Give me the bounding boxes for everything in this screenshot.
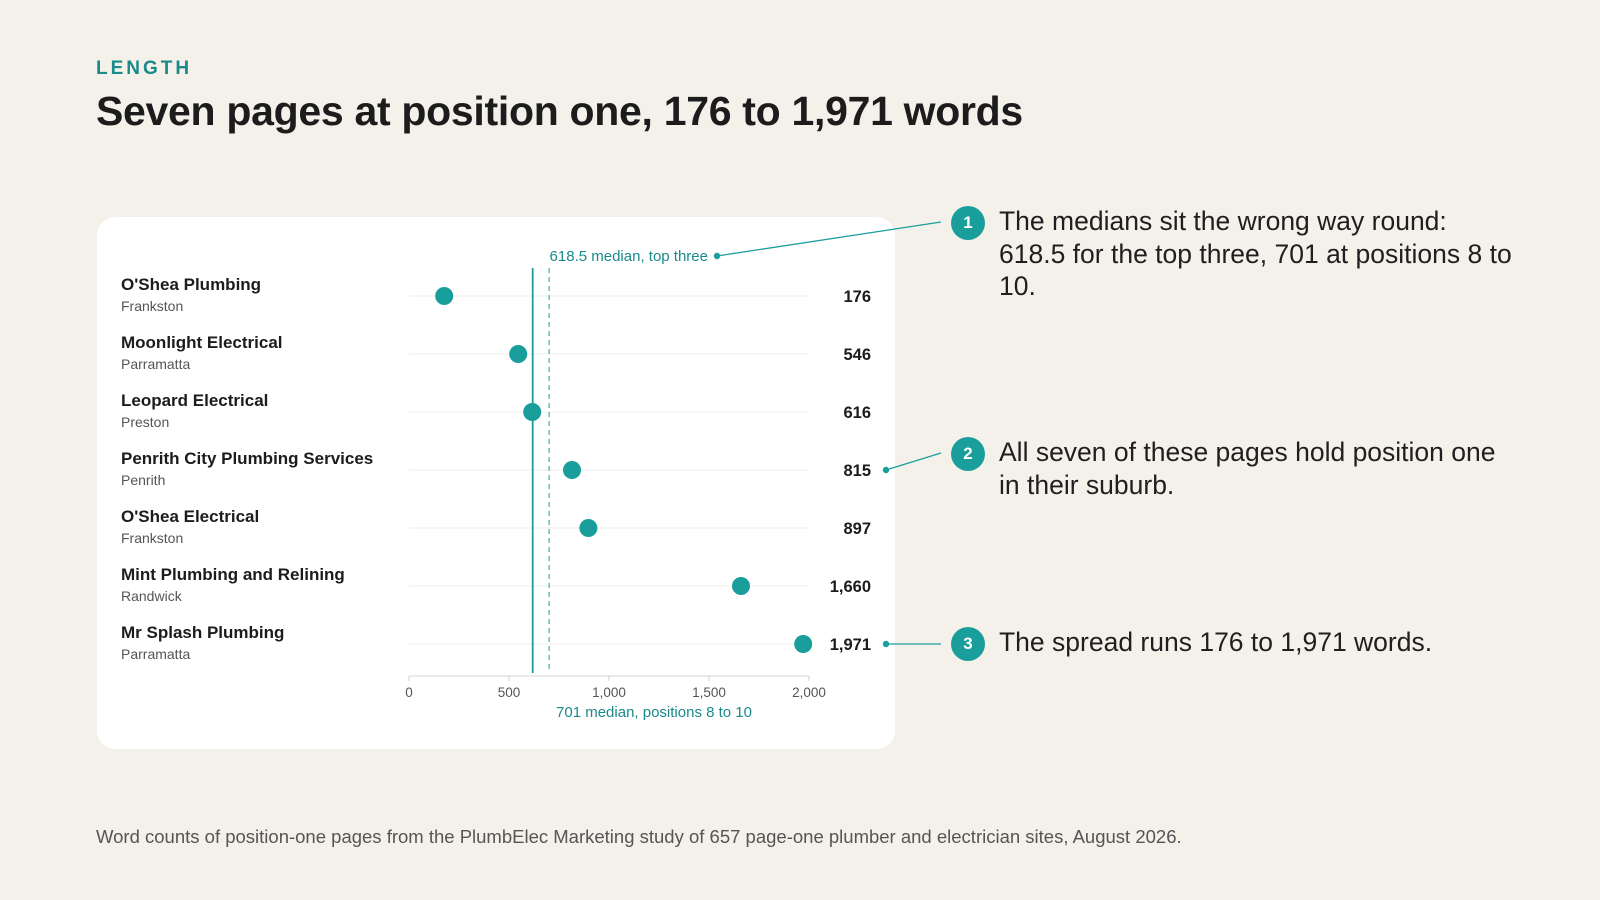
row-value-label: 176 — [843, 288, 871, 306]
callout-2: 2 All seven of these pages hold position… — [951, 437, 1519, 501]
row-value-label: 616 — [843, 404, 871, 422]
data-point — [794, 635, 813, 653]
callout-text-2: All seven of these pages hold position o… — [999, 437, 1496, 500]
row-name: Penrith City Plumbing Services — [121, 449, 373, 468]
x-axis-tick-label: 1,500 — [692, 685, 726, 700]
callout-text-1: The medians sit the wrong way round: 618… — [999, 206, 1512, 301]
data-point — [435, 287, 454, 305]
row-value-label: 815 — [843, 462, 871, 480]
data-point — [732, 577, 750, 595]
row-value-label: 1,971 — [830, 636, 871, 654]
data-point — [509, 345, 528, 363]
row-suburb: Penrith — [121, 472, 165, 488]
callout-number-3: 3 — [951, 627, 985, 661]
row-name: Mint Plumbing and Relining — [121, 565, 345, 584]
callout-1-connector — [716, 221, 942, 257]
median-positions-8-10-label: 701 median, positions 8 to 10 — [556, 704, 752, 721]
callout-number-1: 1 — [951, 206, 985, 240]
row-name: Moonlight Electrical — [121, 333, 283, 352]
x-axis-tick-label: 1,000 — [592, 685, 626, 700]
callout-text-3: The spread runs 176 to 1,971 words. — [999, 627, 1433, 657]
x-axis-tick-label: 500 — [498, 685, 521, 700]
chart-card — [97, 217, 895, 749]
data-point — [579, 519, 598, 537]
callout-2-connector-dot — [882, 466, 890, 474]
data-point — [563, 461, 581, 479]
row-suburb: Frankston — [121, 298, 183, 314]
x-axis-tick-label: 2,000 — [792, 685, 826, 700]
x-axis-tick-label: 0 — [405, 685, 413, 700]
eyebrow-label: LENGTH — [96, 58, 193, 79]
row-value-label: 897 — [843, 520, 871, 538]
callout-1-connector-dot — [713, 252, 721, 260]
source-note: Word counts of position-one pages from t… — [96, 826, 1182, 847]
callout-2-connector — [885, 452, 942, 471]
row-name: O'Shea Electrical — [121, 507, 259, 526]
row-suburb: Preston — [121, 414, 169, 430]
page-title: Seven pages at position one, 176 to 1,97… — [96, 88, 1023, 134]
callout-3: 3 The spread runs 176 to 1,971 words. — [951, 627, 1519, 661]
row-name: Mr Splash Plumbing — [121, 623, 284, 642]
row-suburb: Randwick — [121, 588, 183, 604]
callout-3-connector-dot — [882, 640, 890, 648]
row-suburb: Parramatta — [121, 356, 190, 372]
row-value-label: 546 — [843, 346, 871, 364]
data-point — [523, 403, 542, 421]
callout-number-2: 2 — [951, 437, 985, 471]
row-value-label: 1,660 — [830, 578, 871, 596]
row-suburb: Parramatta — [121, 646, 190, 662]
row-name: Leopard Electrical — [121, 391, 268, 410]
row-name: O'Shea Plumbing — [121, 275, 261, 294]
callout-1: 1 The medians sit the wrong way round: 6… — [951, 206, 1519, 303]
row-suburb: Frankston — [121, 530, 183, 546]
median-top-three-label: 618.5 median, top three — [550, 248, 708, 265]
